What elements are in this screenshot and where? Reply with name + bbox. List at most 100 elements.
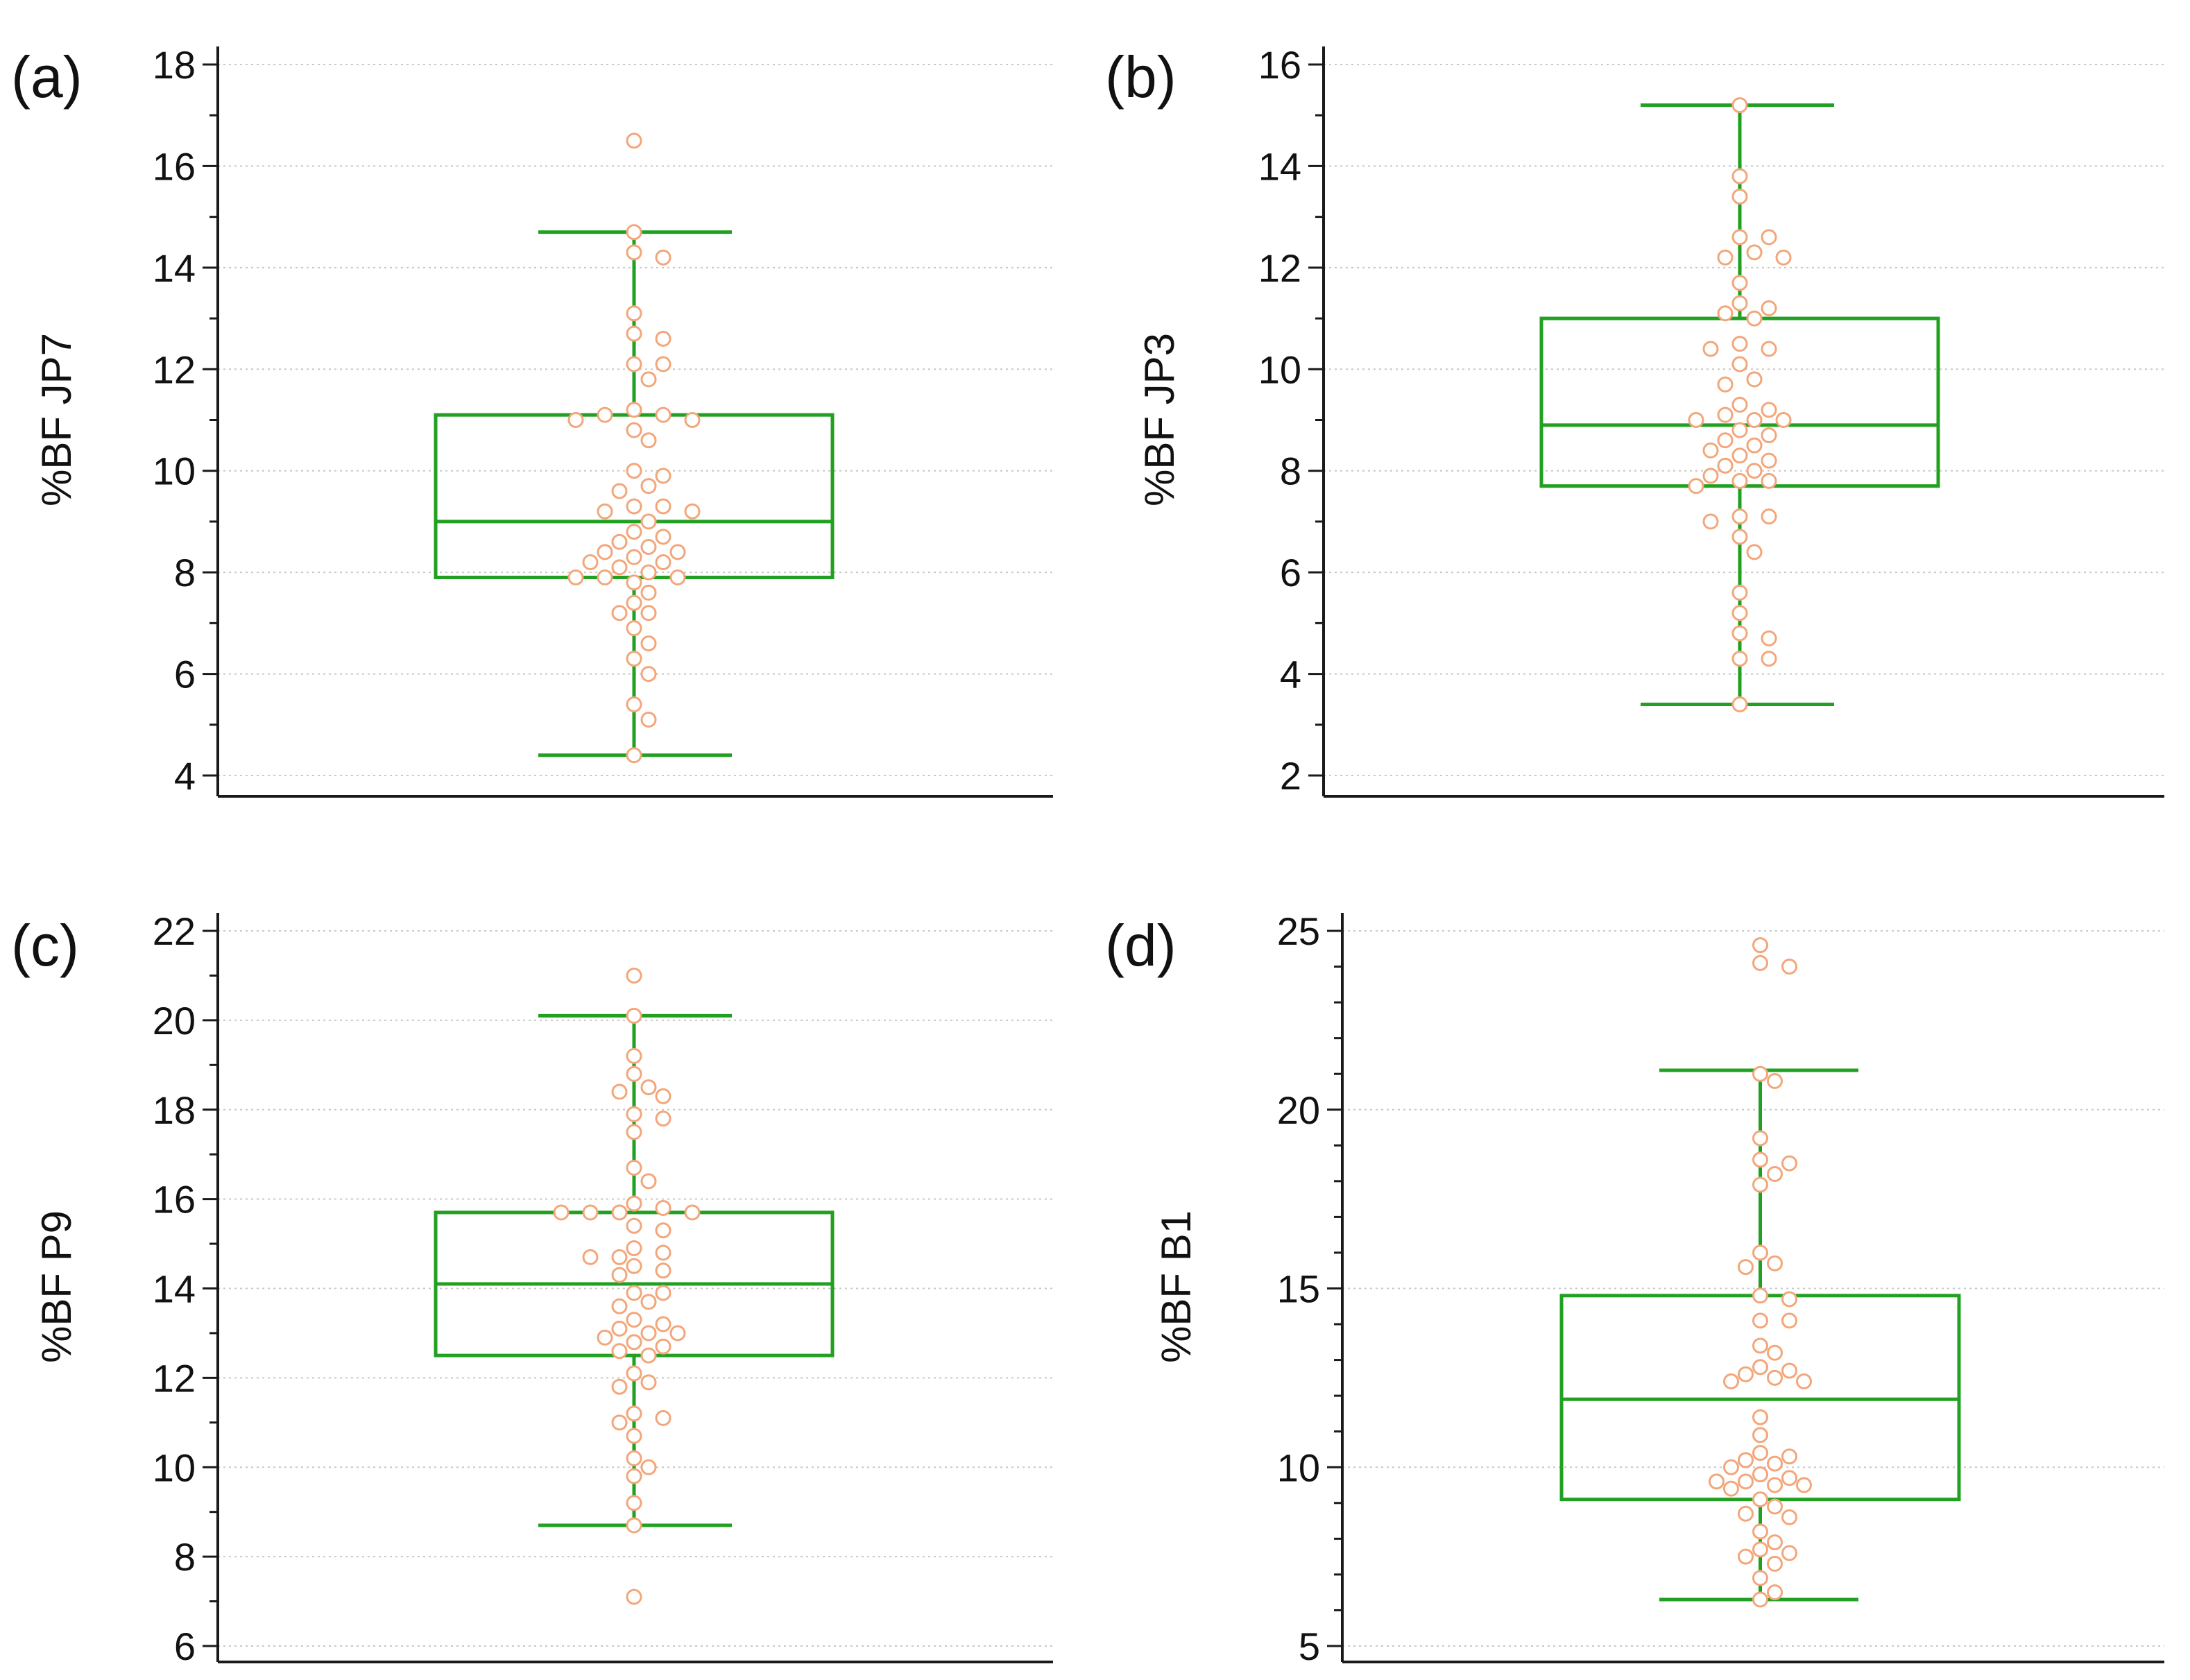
data-point bbox=[626, 1450, 642, 1466]
data-point bbox=[1761, 630, 1777, 646]
data-point bbox=[1731, 275, 1748, 291]
y-tick-label: 18 bbox=[153, 43, 196, 87]
data-point bbox=[1761, 472, 1777, 489]
data-point bbox=[1752, 1523, 1768, 1540]
y-tick-label: 4 bbox=[174, 754, 196, 798]
data-point bbox=[1717, 457, 1734, 474]
data-point bbox=[1746, 244, 1763, 261]
data-point bbox=[626, 402, 642, 418]
data-point bbox=[1767, 1477, 1783, 1493]
data-point bbox=[597, 569, 613, 585]
data-point bbox=[1781, 1155, 1797, 1172]
y-axis-label: %BF JP3 bbox=[1136, 333, 1183, 506]
data-point bbox=[640, 539, 657, 556]
data-point bbox=[626, 463, 642, 479]
data-point bbox=[1752, 1287, 1768, 1304]
axes bbox=[1341, 913, 2164, 1663]
y-tick-label: 8 bbox=[174, 551, 196, 594]
data-point bbox=[1761, 508, 1777, 525]
data-point bbox=[1731, 229, 1748, 246]
data-point bbox=[655, 1409, 671, 1426]
data-point bbox=[626, 356, 642, 372]
data-point bbox=[1761, 452, 1777, 469]
data-point bbox=[582, 1204, 599, 1221]
data-point bbox=[640, 1173, 657, 1190]
data-point bbox=[611, 559, 628, 576]
data-point bbox=[1752, 1337, 1768, 1354]
data-point bbox=[626, 549, 642, 565]
data-point bbox=[655, 1338, 671, 1355]
data-point bbox=[1767, 1498, 1783, 1515]
data-point bbox=[1731, 188, 1748, 205]
gridlines bbox=[1324, 64, 2164, 776]
data-point bbox=[1761, 402, 1777, 418]
data-point bbox=[626, 1334, 642, 1351]
data-point bbox=[626, 1428, 642, 1444]
gridlines bbox=[1342, 930, 2164, 1647]
data-point bbox=[1688, 412, 1704, 428]
data-point bbox=[1781, 959, 1797, 975]
y-tick-label: 5 bbox=[1299, 1625, 1320, 1668]
data-point bbox=[1702, 468, 1719, 484]
data-point bbox=[626, 1495, 642, 1511]
data-point bbox=[655, 249, 671, 266]
data-point bbox=[1767, 1344, 1783, 1361]
data-point bbox=[626, 1047, 642, 1064]
data-point bbox=[611, 1249, 628, 1265]
data-point bbox=[611, 1267, 628, 1283]
data-point bbox=[1767, 1073, 1783, 1090]
panel-b: (b) %BF JP3 2 4 6 8 10 12 14 16 bbox=[1105, 43, 2164, 798]
data-point bbox=[655, 1088, 671, 1104]
data-point bbox=[611, 483, 628, 499]
panel-label: (b) bbox=[1105, 44, 1177, 110]
data-point bbox=[626, 524, 642, 540]
y-tick-label: 16 bbox=[1258, 43, 1301, 87]
data-point bbox=[611, 1083, 628, 1100]
data-point bbox=[655, 1200, 671, 1217]
data-point bbox=[1738, 1473, 1754, 1490]
data-point bbox=[611, 605, 628, 622]
data-point bbox=[655, 330, 671, 347]
data-point bbox=[1702, 341, 1719, 357]
data-point bbox=[655, 498, 671, 515]
data-point bbox=[626, 651, 642, 667]
data-point bbox=[1731, 295, 1748, 311]
data-point bbox=[655, 1316, 671, 1332]
data-point bbox=[553, 1204, 570, 1221]
data-point bbox=[655, 1262, 671, 1279]
data-point bbox=[669, 1325, 686, 1342]
data-point bbox=[1702, 513, 1719, 530]
data-point bbox=[1752, 1445, 1768, 1462]
data-point bbox=[655, 406, 671, 423]
data-point bbox=[626, 305, 642, 322]
y-tick-label: 16 bbox=[153, 144, 196, 188]
data-point bbox=[1752, 1409, 1768, 1425]
data-point bbox=[611, 1320, 628, 1337]
data-point bbox=[669, 544, 686, 560]
data-point bbox=[1761, 651, 1777, 667]
data-point bbox=[626, 1217, 642, 1234]
data-point bbox=[1731, 472, 1748, 489]
data-point bbox=[1775, 412, 1792, 428]
data-point bbox=[626, 967, 642, 984]
data-point bbox=[597, 544, 613, 560]
data-point bbox=[626, 620, 642, 637]
data-point bbox=[1731, 336, 1748, 352]
data-point bbox=[1781, 1509, 1797, 1525]
data-point bbox=[1781, 1448, 1797, 1465]
data-point bbox=[597, 406, 613, 423]
data-point bbox=[1752, 1541, 1768, 1558]
y-tick-label: 16 bbox=[153, 1178, 196, 1222]
data-point bbox=[1767, 1255, 1783, 1271]
data-point bbox=[1796, 1477, 1812, 1493]
data-point bbox=[640, 513, 657, 530]
data-point bbox=[1752, 1427, 1768, 1443]
data-point bbox=[1731, 422, 1748, 438]
data-point bbox=[1731, 625, 1748, 642]
data-point bbox=[640, 1325, 657, 1342]
data-point bbox=[1723, 1373, 1739, 1390]
box-plot bbox=[1559, 1068, 1961, 1602]
data-point bbox=[626, 132, 642, 149]
y-tick-label: 10 bbox=[153, 1446, 196, 1489]
data-point bbox=[1702, 442, 1719, 458]
